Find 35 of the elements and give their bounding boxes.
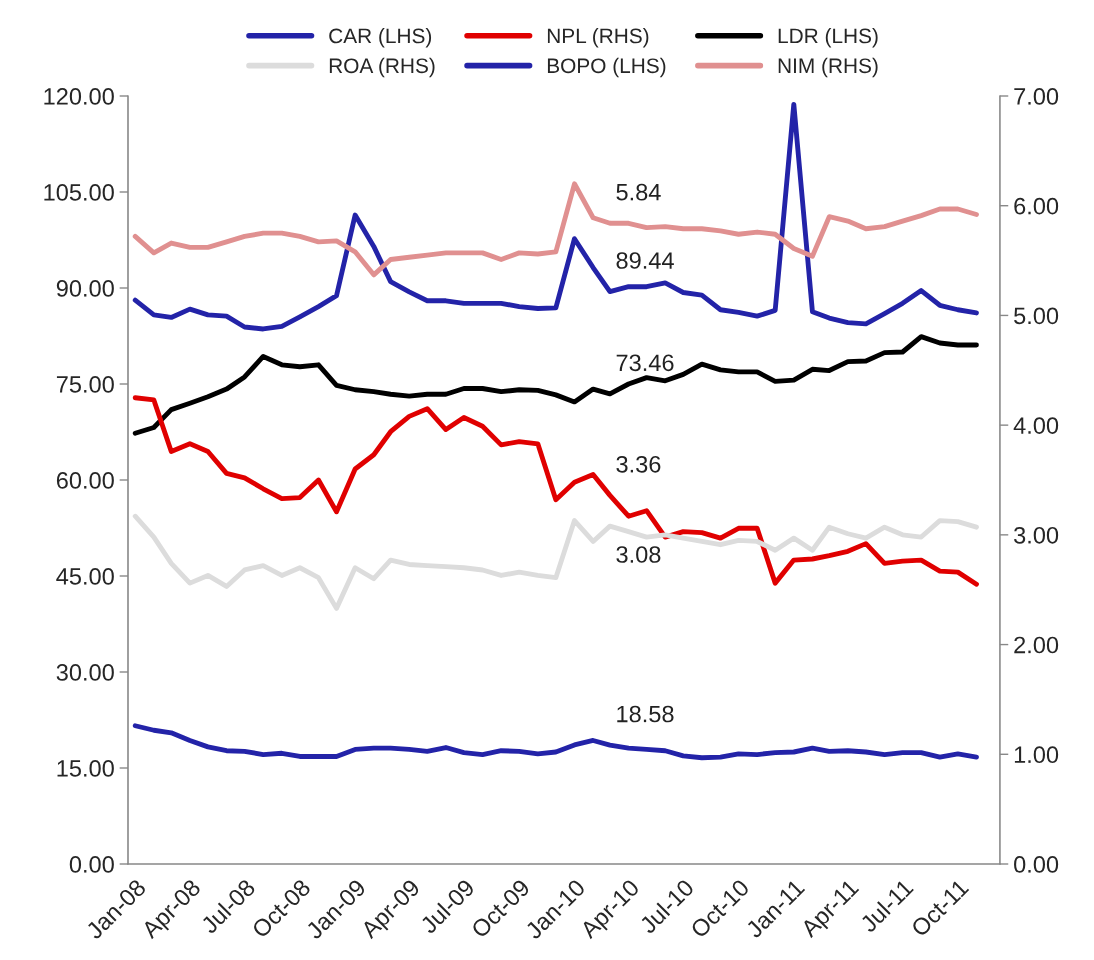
y-tick-label: 15.00 — [57, 760, 114, 777]
legend-label: CAR (LHS) — [329, 27, 432, 48]
y-tick-label: 75.00 — [56, 376, 114, 393]
y-tick-label: 90.00 — [56, 280, 114, 297]
y2-tick-label: 5.00 — [1014, 307, 1059, 325]
data-label: 89.44 — [616, 252, 674, 269]
line-series — [132, 181, 979, 278]
legend-label: NIM (RHS) — [778, 57, 878, 78]
legend-label: BOPO (LHS) — [547, 57, 666, 78]
y-tick-label: 45.00 — [56, 568, 114, 585]
y2-tick-label: 4.00 — [1013, 417, 1059, 434]
line-series — [132, 101, 979, 332]
y-tick-label: 120.00 — [44, 88, 114, 105]
data-label: 73.46 — [616, 354, 674, 372]
legend-label: ROA (RHS) — [329, 57, 435, 78]
data-label: 3.36 — [616, 455, 661, 473]
y-tick-label: 60.00 — [56, 472, 114, 489]
y2-tick-label: 7.00 — [1014, 88, 1059, 105]
data-label: 3.08 — [616, 546, 661, 563]
y2-tick-label: 3.00 — [1014, 526, 1059, 544]
data-label: 5.84 — [616, 183, 661, 201]
line-series — [132, 723, 979, 761]
y-tick-label: 0.00 — [69, 856, 114, 873]
y2-tick-label: 0.00 — [1014, 856, 1059, 873]
data-label: 18.58 — [617, 705, 674, 723]
line-series — [132, 395, 979, 587]
line-series — [132, 513, 979, 611]
legend-label: LDR (LHS) — [778, 27, 878, 48]
y2-tick-label: 6.00 — [1014, 197, 1059, 215]
y2-tick-label: 1.00 — [1014, 746, 1059, 764]
y-tick-label: 30.00 — [56, 664, 114, 681]
y2-tick-label: 2.00 — [1014, 636, 1059, 654]
y-tick-label: 105.00 — [44, 184, 114, 201]
line-series — [132, 334, 979, 436]
legend-label: NPL (RHS) — [547, 27, 649, 48]
